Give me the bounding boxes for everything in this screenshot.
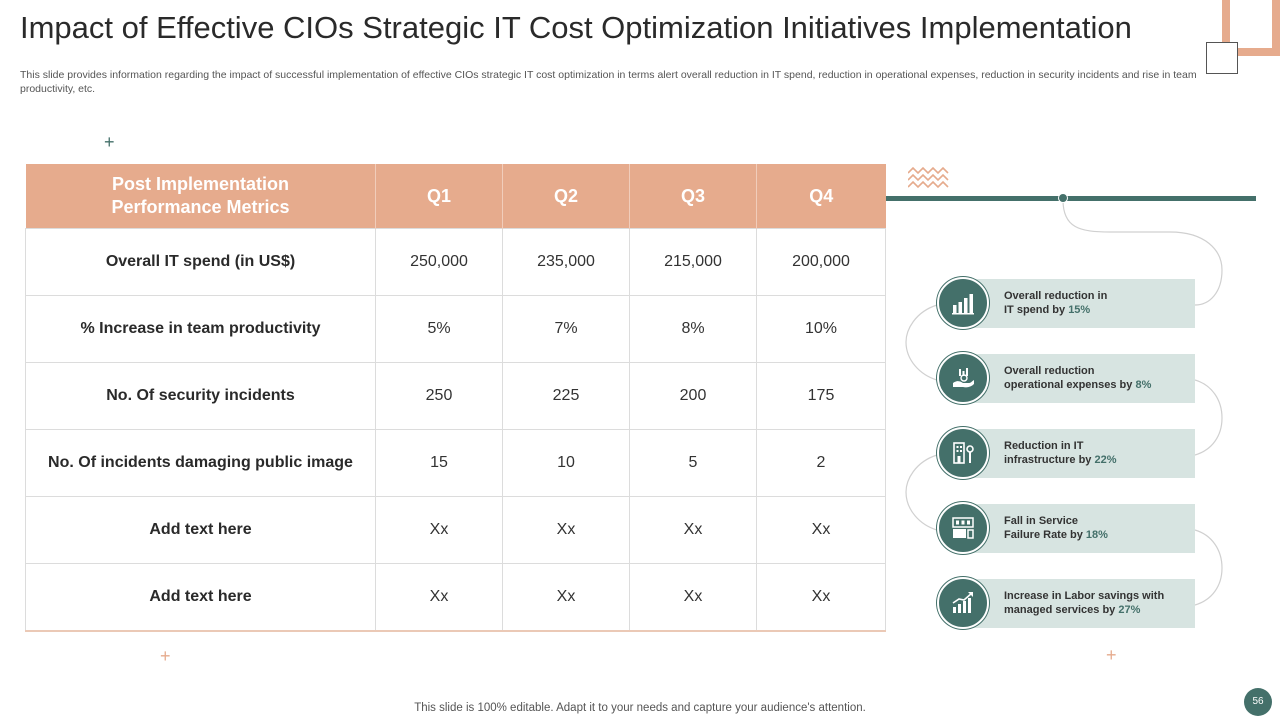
stat-text: Reduction in IT infrastructure by 22% (1004, 440, 1117, 466)
row-metric-label: Add text here (25, 496, 376, 564)
page-number: 56 (1244, 688, 1272, 716)
table-cell: 175 (756, 362, 886, 430)
table-cell: 8% (629, 295, 757, 363)
hand-money-icon (937, 352, 989, 404)
table-header-row: Post Implementation Performance Metrics … (25, 164, 886, 229)
stat-card: Fall in Service Failure Rate by 18% (937, 502, 1197, 554)
table-cell: Xx (756, 496, 886, 564)
corner-decoration-outer (1222, 0, 1280, 56)
slide-subtitle: This slide provides information regardin… (20, 69, 1197, 95)
stat-card-background (967, 354, 1195, 403)
table-cell: Xx (375, 496, 503, 564)
row-metric-label: No. Of incidents damaging public image (25, 429, 376, 497)
table-cell: 200 (629, 362, 757, 430)
slide-title: Impact of Effective CIOs Strategic IT Co… (20, 10, 1132, 45)
metrics-table: Post Implementation Performance Metrics … (25, 164, 886, 632)
table-row: No. Of incidents damaging public image 1… (25, 429, 886, 497)
table-cell: Xx (629, 496, 757, 564)
table-row: % Increase in team productivity 5% 7% 8%… (25, 295, 886, 363)
table-header-q4: Q4 (756, 164, 886, 229)
table-cell: 10% (756, 295, 886, 363)
stat-card-background (967, 579, 1195, 628)
table-cell: 5 (629, 429, 757, 497)
stat-text: Overall reduction operational expenses b… (1004, 365, 1152, 391)
stat-card-background (967, 504, 1195, 553)
stat-text: Overall reduction in IT spend by 15% (1004, 290, 1108, 316)
table-cell: Xx (502, 563, 630, 632)
row-metric-label: Overall IT spend (in US$) (25, 228, 376, 296)
table-row: Add text here Xx Xx Xx Xx (25, 563, 886, 632)
plus-decoration: + (160, 646, 171, 666)
row-metric-label: % Increase in team productivity (25, 295, 376, 363)
table-cell: 235,000 (502, 228, 630, 296)
table-cell: Xx (502, 496, 630, 564)
table-cell: Xx (756, 563, 886, 632)
stat-card: Overall reduction in IT spend by 15% (937, 277, 1197, 329)
table-header-metric: Post Implementation Performance Metrics (25, 164, 376, 229)
plus-decoration: + (104, 132, 115, 152)
table-cell: 250 (375, 362, 503, 430)
row-metric-label: No. Of security incidents (25, 362, 376, 430)
footer-note: This slide is 100% editable. Adapt it to… (414, 702, 866, 714)
stat-card-background (967, 429, 1195, 478)
table-cell: 250,000 (375, 228, 503, 296)
timeline-bar (886, 196, 1256, 201)
plus-decoration: + (1106, 645, 1117, 665)
stat-card: Increase in Labor savings with managed s… (937, 577, 1197, 629)
table-row: Overall IT spend (in US$) 250,000 235,00… (25, 228, 886, 296)
table-cell: 7% (502, 295, 630, 363)
growth-chart-icon (937, 577, 989, 629)
table-header-q1: Q1 (375, 164, 503, 229)
table-cell: 215,000 (629, 228, 757, 296)
table-row: Add text here Xx Xx Xx Xx (25, 496, 886, 564)
stat-text: Increase in Labor savings with managed s… (1004, 590, 1165, 616)
table-header-q2: Q2 (502, 164, 630, 229)
zigzag-decoration (908, 167, 949, 189)
table-row: No. Of security incidents 250 225 200 17… (25, 362, 886, 430)
stat-card: Overall reduction operational expenses b… (937, 352, 1197, 404)
corner-decoration-inner (1206, 42, 1238, 74)
stat-card: Reduction in IT infrastructure by 22% (937, 427, 1197, 479)
service-failure-icon (937, 502, 989, 554)
stat-card-background (967, 279, 1195, 328)
table-header-q3: Q3 (629, 164, 757, 229)
bar-chart-icon (937, 277, 989, 329)
timeline-dot (1058, 193, 1068, 203)
stat-text: Fall in Service Failure Rate by 18% (1004, 515, 1108, 541)
row-metric-label: Add text here (25, 563, 376, 632)
infrastructure-icon (937, 427, 989, 479)
table-cell: 200,000 (756, 228, 886, 296)
